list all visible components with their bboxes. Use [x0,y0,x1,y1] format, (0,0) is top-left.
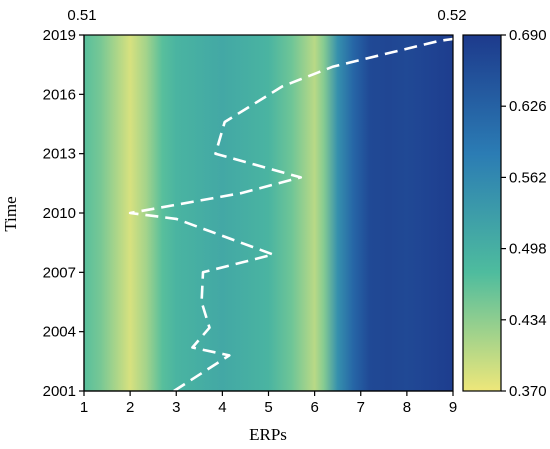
y-tick-label: 2004 [43,324,76,341]
y-tick-label: 2010 [43,205,76,222]
top-left-annotation: 0.51 [67,7,96,24]
y-tick-label: 2007 [43,264,76,281]
x-tick-label: 3 [172,399,180,416]
x-tick-label: 1 [80,399,88,416]
colorbar-tick-label: 0.498 [509,241,547,258]
x-axis: 1 2 3 4 5 6 7 8 9 [80,390,457,416]
x-tick-label: 9 [449,399,457,416]
colorbar-axis: 0.370 0.434 0.498 0.562 0.626 0.690 [501,27,547,400]
x-tick-label: 2 [126,399,134,416]
colorbar-tick-label: 0.370 [509,383,547,400]
dashed-line-layer [128,37,454,393]
colorbar-tick-label: 0.434 [509,312,547,329]
y-axis-title: Time [1,196,20,231]
y-tick-label: 2001 [43,383,76,400]
y-axis: 2001 2004 2007 2010 2013 2016 2019 [43,27,85,400]
x-tick-label: 4 [218,399,226,416]
colorbar [462,34,502,392]
top-right-annotation: 0.52 [437,7,466,24]
y-tick-label: 2016 [43,86,76,103]
heatmap-area [84,35,453,391]
y-tick-label: 2019 [43,27,76,44]
y-tick-label: 2013 [43,146,76,163]
colorbar-tick-label: 0.562 [509,169,547,186]
x-tick-label: 5 [264,399,272,416]
colorbar-tick-label: 0.626 [509,98,547,115]
x-tick-label: 8 [403,399,411,416]
dashed-trend-line [128,37,454,393]
colorbar-tick-label: 0.690 [509,27,547,44]
x-tick-label: 7 [357,399,365,416]
x-tick-label: 6 [310,399,318,416]
x-axis-title: ERPs [249,425,287,444]
